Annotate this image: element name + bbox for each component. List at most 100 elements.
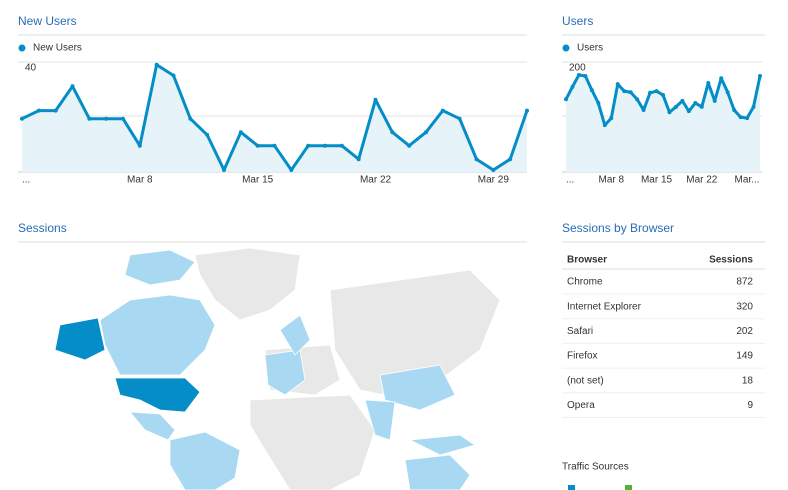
point	[424, 130, 428, 135]
point	[686, 109, 691, 114]
point	[622, 89, 627, 94]
x-tick-label: Mar 15	[242, 175, 274, 186]
session-count: 202	[736, 326, 753, 337]
point	[673, 104, 678, 109]
point	[576, 72, 581, 77]
browser-name: Firefox	[567, 351, 598, 362]
point	[104, 116, 109, 121]
point	[706, 81, 711, 86]
session-count: 320	[736, 301, 753, 312]
area	[566, 74, 760, 172]
point	[306, 143, 311, 148]
y-tick-label: 40	[25, 63, 37, 74]
point	[725, 90, 730, 95]
traffic-legend-swatches	[568, 485, 632, 490]
point	[407, 143, 412, 148]
point	[53, 108, 58, 113]
point	[154, 62, 159, 67]
x-tick-label: Mar 15	[641, 175, 673, 186]
point	[609, 116, 614, 121]
section-title: Users	[562, 14, 593, 28]
x-tick-label: Mar 8	[598, 175, 624, 186]
point	[356, 157, 361, 162]
point	[36, 108, 41, 113]
point	[188, 116, 193, 121]
x-tick-label: Mar 22	[686, 175, 718, 186]
point	[255, 143, 260, 148]
point	[238, 130, 243, 135]
session-count: 149	[736, 351, 753, 362]
point	[222, 168, 226, 172]
point	[205, 132, 210, 137]
point	[272, 143, 277, 148]
point	[121, 116, 125, 121]
legend-label: Users	[577, 43, 603, 54]
x-tick-label: Mar 8	[127, 175, 153, 186]
point	[641, 108, 646, 113]
point	[745, 116, 750, 121]
legend-label: New Users	[33, 43, 82, 54]
section-title: Sessions by Browser	[562, 221, 674, 235]
section-title: Sessions	[18, 221, 67, 235]
point	[751, 104, 756, 109]
session-count: 9	[747, 400, 753, 411]
point	[680, 98, 685, 103]
point	[457, 116, 462, 121]
browser-name: Safari	[567, 326, 593, 337]
point	[440, 108, 445, 113]
point	[171, 73, 176, 78]
point	[738, 115, 743, 120]
point	[339, 143, 344, 148]
browser-name: Opera	[567, 400, 595, 411]
point	[699, 104, 704, 109]
x-tick-label: Mar...	[735, 175, 760, 186]
point	[570, 84, 575, 89]
point	[474, 157, 479, 162]
legend-dot	[562, 44, 570, 52]
point	[525, 108, 529, 113]
x-tick-label: ...	[22, 175, 30, 186]
point	[589, 88, 594, 93]
x-tick-label: Mar 29	[478, 175, 510, 186]
point	[508, 157, 513, 162]
area	[22, 64, 527, 172]
point	[732, 108, 737, 113]
point	[491, 168, 496, 172]
session-count: 18	[742, 375, 754, 386]
legend-dot	[18, 44, 26, 52]
browser-name: (not set)	[567, 375, 604, 386]
point	[602, 123, 607, 128]
point	[667, 110, 672, 115]
section-title: New Users	[18, 14, 77, 28]
point	[390, 130, 395, 135]
section-title: Traffic Sources	[562, 462, 629, 473]
point	[564, 97, 568, 102]
point	[712, 98, 717, 103]
point	[635, 97, 640, 102]
point	[615, 82, 620, 87]
point	[137, 143, 142, 148]
point	[373, 97, 378, 102]
point	[654, 89, 659, 94]
session-count: 872	[736, 277, 753, 288]
world-map	[54, 247, 501, 490]
point	[661, 92, 665, 97]
x-tick-label: ...	[566, 175, 574, 186]
point	[648, 90, 653, 95]
point	[583, 74, 588, 79]
point	[70, 84, 75, 89]
point	[719, 76, 724, 81]
browser-name: Internet Explorer	[567, 301, 642, 312]
point	[596, 101, 601, 106]
point	[628, 90, 633, 95]
point	[758, 74, 762, 79]
browser-name: Chrome	[567, 277, 603, 288]
point	[20, 116, 24, 121]
point	[289, 168, 294, 172]
x-tick-label: Mar 22	[360, 175, 392, 186]
point	[323, 143, 327, 148]
column-header: Sessions	[709, 255, 753, 266]
point	[693, 101, 698, 106]
point	[87, 116, 92, 121]
